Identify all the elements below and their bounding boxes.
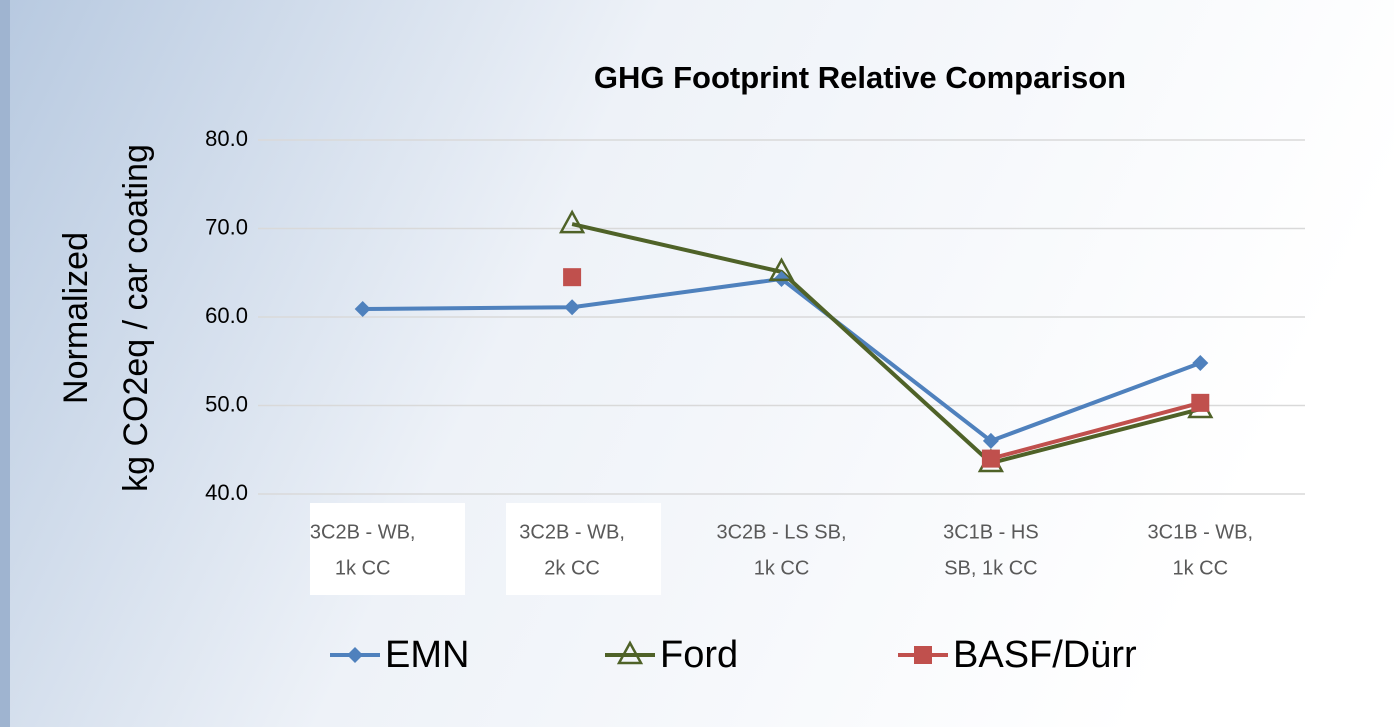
y-tick-label: 50.0 xyxy=(205,391,248,416)
y-tick-label: 80.0 xyxy=(205,126,248,151)
legend-label: Ford xyxy=(660,634,738,676)
x-tick-label: 2k CC xyxy=(544,557,600,579)
marker xyxy=(558,209,586,234)
series-line xyxy=(571,222,1201,466)
legend-label: BASF/Dürr xyxy=(953,634,1137,676)
y-axis-title-line: kg CO2eq / car coating xyxy=(117,144,155,492)
x-tick-label: 3C1B - WB, xyxy=(1148,521,1254,543)
chart-title: GHG Footprint Relative Comparison xyxy=(594,60,1126,95)
x-tick-label: 1k CC xyxy=(1173,557,1229,579)
marker xyxy=(1192,355,1209,372)
x-tick-label: 3C1B - HS xyxy=(943,521,1039,543)
marker xyxy=(981,449,1000,468)
y-tick-label: 40.0 xyxy=(205,480,248,505)
left-edge xyxy=(0,0,10,727)
marker xyxy=(1191,393,1210,412)
y-tick-label: 70.0 xyxy=(205,214,248,239)
marker xyxy=(768,257,795,282)
marker xyxy=(982,432,999,449)
y-tick-label: 60.0 xyxy=(205,303,248,328)
y-axis-title: Normalized kg CO2eq / car coating xyxy=(57,144,155,492)
label-box xyxy=(310,503,465,595)
legend-marker xyxy=(347,647,363,663)
legend-label: EMN xyxy=(385,634,469,676)
x-tick-label: SB, 1k CC xyxy=(944,557,1037,579)
x-tick-label: 3C2B - LS SB, xyxy=(716,521,846,543)
x-tick-label: 1k CC xyxy=(335,557,391,579)
series-line xyxy=(990,400,1201,461)
legend-marker xyxy=(914,646,932,664)
marker xyxy=(563,268,582,287)
marker xyxy=(564,299,581,316)
label-box xyxy=(506,503,661,595)
x-tick-label: 1k CC xyxy=(754,557,810,579)
x-tick-label: 3C2B - WB, xyxy=(519,521,625,543)
x-tick-label: 3C2B - WB, xyxy=(310,521,416,543)
legend-marker xyxy=(616,640,644,665)
marker xyxy=(354,301,371,318)
y-axis-title-line: Normalized xyxy=(57,232,95,404)
